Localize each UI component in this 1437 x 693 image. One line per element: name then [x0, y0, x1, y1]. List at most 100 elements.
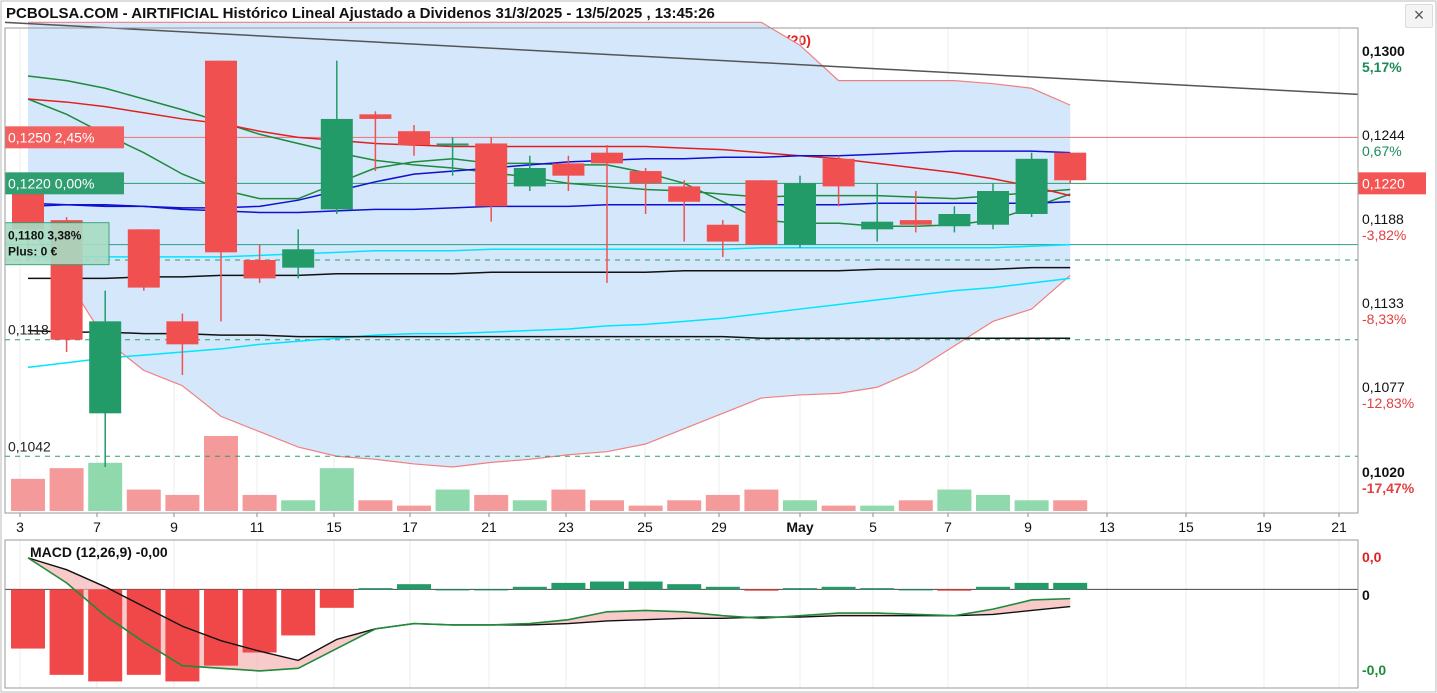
overlay-line: [28, 266, 1071, 280]
volume-bar: [1014, 500, 1049, 511]
overlay-lines: [4, 21, 1359, 369]
macd-histogram-bar: [628, 581, 663, 590]
candle-body: [861, 221, 894, 230]
macd-histogram-bar: [281, 589, 316, 636]
flag-label: 0,1250 2,45%: [8, 129, 94, 145]
candle-body: [243, 260, 276, 279]
macd-axis-bottom: -0,0: [1362, 662, 1386, 678]
macd-histogram-bar: [821, 586, 856, 590]
macd-line: [27, 557, 1071, 672]
volume-bar: [1053, 500, 1088, 511]
axis-pct: -3,82%: [1362, 227, 1406, 243]
volume-bar: [11, 478, 45, 511]
x-tick-label: 25: [637, 519, 653, 535]
flag-label: 0,1220 0,00%: [8, 175, 94, 191]
candle-body: [359, 114, 392, 119]
macd-histogram-bar: [165, 589, 200, 682]
x-tick-label: 9: [170, 519, 178, 535]
volume-bar: [397, 505, 431, 511]
volume-bar: [821, 505, 856, 511]
axis-pct: -17,47%: [1362, 480, 1415, 496]
volume-bar: [860, 505, 895, 511]
candle-body: [1054, 152, 1087, 181]
x-tick-label: 5: [869, 519, 877, 535]
macd-histogram-bar: [474, 589, 509, 591]
axis-pct: 5,17%: [1362, 59, 1402, 75]
candle-body: [513, 168, 546, 187]
x-tick-label: 17: [402, 519, 418, 535]
flag-label: 0,1180 3,38%: [8, 229, 82, 243]
x-tick-label: 15: [326, 519, 342, 535]
flag-box: [4, 222, 110, 266]
axis-pct: 0,67%: [1362, 143, 1402, 159]
date-axis: 3 7 9 11 15 17 21 23 25 29 May 5 7 9 13 15 19 21: [16, 513, 1347, 535]
volume-bar: [590, 500, 624, 511]
flag-label: 0,1118: [8, 322, 49, 338]
x-tick-label: 3: [16, 519, 24, 535]
bollinger-upper: [28, 21, 1071, 106]
price-panel-frame: [4, 27, 1359, 514]
x-tick-label: 21: [1331, 519, 1347, 535]
macd-histogram-bar: [358, 588, 393, 590]
volume-bar: [281, 500, 316, 511]
overlay-line: [28, 243, 1071, 258]
candle-body: [784, 183, 816, 245]
volume-bar: [937, 489, 972, 511]
volume-bar: [88, 462, 123, 511]
volume-bar: [667, 500, 702, 511]
candle-body: [977, 191, 1009, 225]
candle-body: [552, 163, 585, 176]
volume-bar: [49, 468, 84, 511]
macd-histogram-bar: [126, 589, 161, 675]
candle-body: [166, 321, 199, 345]
macd-histogram-bar: [319, 589, 354, 608]
candle-body: [899, 220, 932, 225]
x-tick-label: 15: [1178, 519, 1194, 535]
macd-histogram-bar: [744, 589, 779, 591]
axis-pct: -12,83%: [1362, 395, 1414, 411]
volume-bar: [474, 494, 509, 511]
overlay-line: [27, 277, 1071, 369]
macd-histogram-bar: [242, 589, 277, 653]
current-price-tag: [1358, 172, 1426, 195]
overlay-line: [27, 98, 1071, 197]
volume-bar: [204, 436, 238, 511]
flag-label: 0,1042: [8, 438, 51, 454]
volume-bar: [898, 500, 933, 511]
volume-bar: [319, 468, 354, 511]
flag-box: [5, 172, 124, 195]
candle-body: [475, 143, 508, 207]
x-tick-label: 9: [1024, 519, 1032, 535]
macd-signal-line: [27, 557, 1071, 662]
macd-histogram-bar: [11, 589, 45, 649]
macd-fill: [28, 557, 1071, 671]
x-tick-label: 19: [1256, 519, 1272, 535]
macd-axis-top: 0,0: [1362, 549, 1382, 565]
flag-sub: Plus: 0 €: [8, 245, 58, 259]
macd-panel-frame: [4, 539, 1359, 689]
x-tick-label: 11: [250, 519, 265, 535]
candle-body: [822, 158, 855, 187]
volume-bar: [551, 489, 586, 511]
overlay-line: [27, 200, 1071, 214]
candle-body: [89, 321, 122, 414]
macd-histogram-bar: [705, 586, 740, 590]
overlay-line: [27, 150, 1071, 209]
axis-price: 0,1244: [1362, 127, 1405, 143]
volume-bar: [744, 489, 779, 511]
volume-bar: [358, 500, 393, 511]
close-icon[interactable]: ×: [1405, 4, 1433, 28]
candle-body: [398, 131, 430, 145]
macd-histogram-bar: [551, 582, 586, 590]
macd-histogram-bar: [590, 581, 624, 590]
macd-histogram-bar: [1053, 582, 1088, 590]
macd-histogram-bar: [860, 588, 895, 590]
macd-panel: 0,0 0 -0,0: [5, 549, 1386, 682]
x-tick-label: 7: [944, 519, 952, 535]
candle-body: [205, 60, 237, 253]
macd-histogram-bar: [667, 584, 702, 590]
volume-bar: [783, 500, 817, 511]
overlay-line: [27, 75, 1071, 200]
